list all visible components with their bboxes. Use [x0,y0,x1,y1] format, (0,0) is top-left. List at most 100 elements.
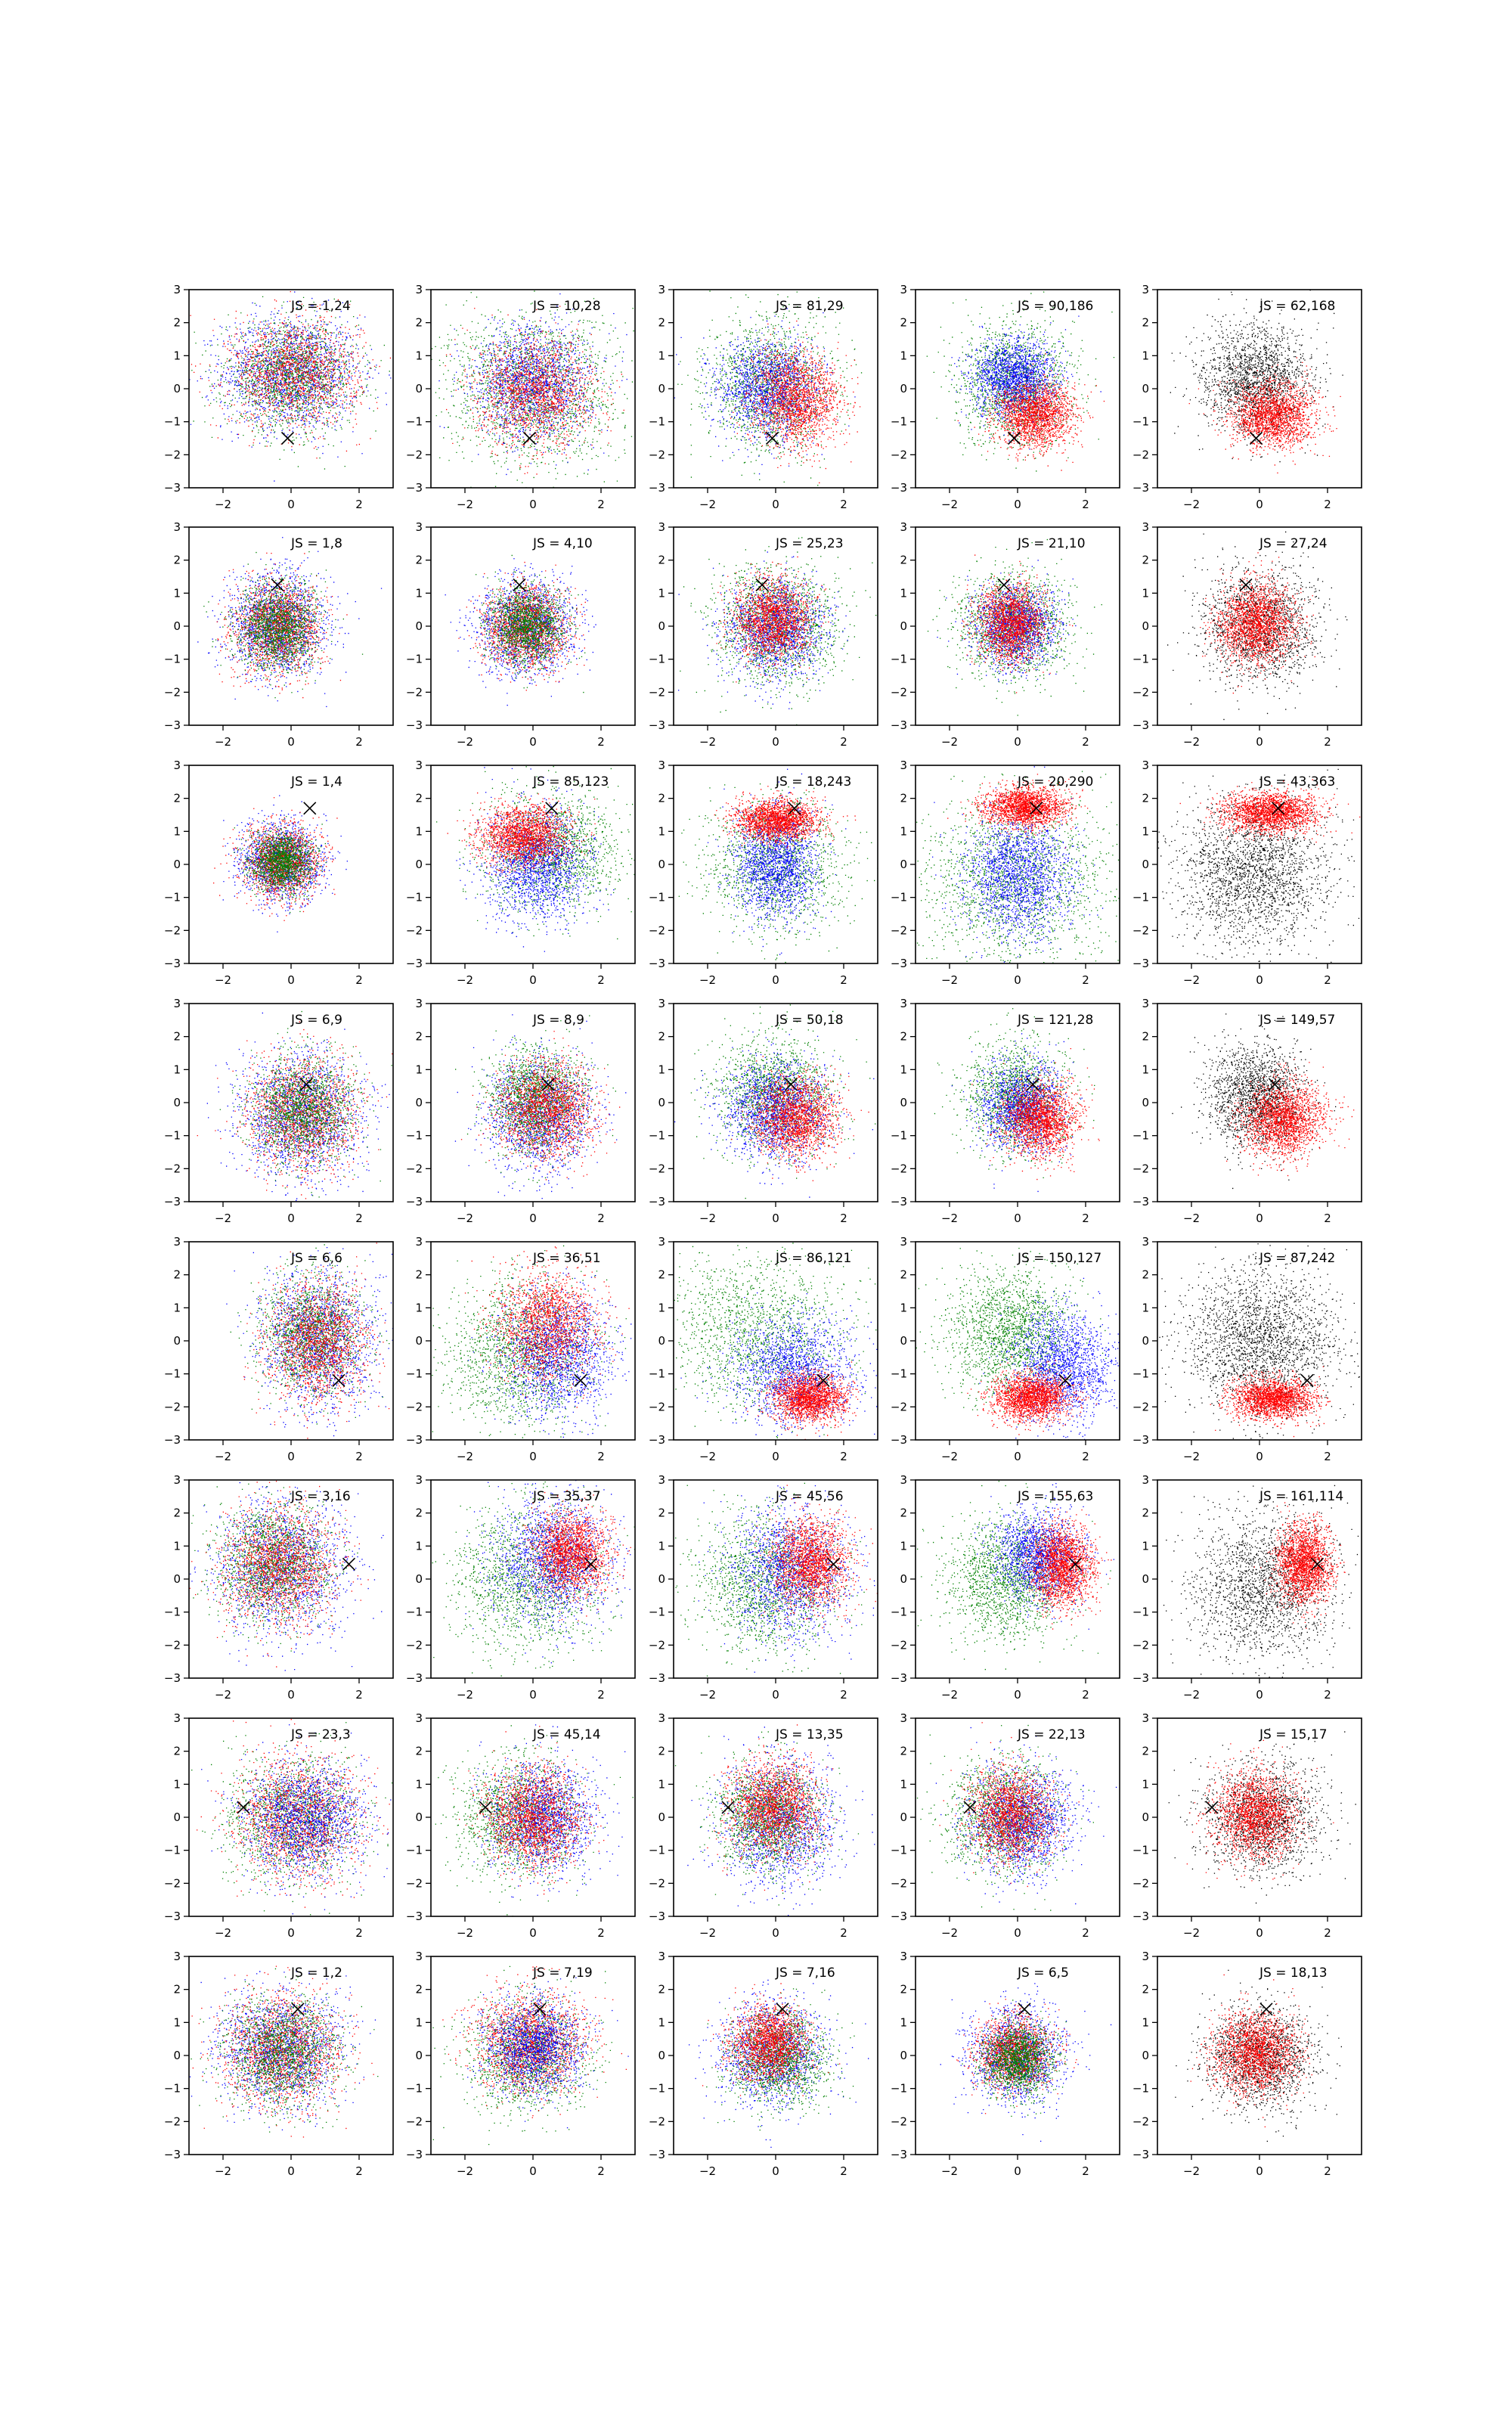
y-tick-label: 1 [415,1539,423,1553]
y-tick-label: 1 [415,1777,423,1791]
scatter-point [962,2000,1067,2117]
y-tick-label: −3 [649,718,665,732]
scatter-points [689,1979,869,2148]
scatter-point [677,290,863,486]
x-tick-label: 2 [355,1212,363,1225]
y-tick-label: −1 [164,2082,181,2096]
point-cloud-blue [979,1277,1120,1440]
y-tick-label: 0 [658,619,665,633]
y-tick-label: 1 [415,586,423,600]
x-tick-label: 0 [1256,735,1263,749]
point-cloud-red [191,1965,374,2138]
point-cloud-red [707,1724,842,1891]
y-tick-label: −3 [164,1671,181,1685]
x-tick-label: −2 [215,498,231,511]
y-tick-label: 0 [415,2049,423,2062]
y-tick-label: −2 [891,1400,907,1413]
axes-frame [188,526,394,726]
scatter-point [716,556,837,683]
x-marker [522,431,537,445]
scatter-points [674,1724,875,1916]
scatter-point [190,1481,384,1678]
js-label: JS = 85,123 [532,774,609,790]
scatter-point [678,776,878,963]
scatter-point [1253,1494,1346,1629]
panel-r4-c4: −2 0 2 −3 −2 −1 0 1 2 3 JS = 121,28 [891,997,1120,1225]
point-cloud-red [243,1243,390,1439]
panel-r4-c2: −2 0 2 −3 −2 −1 0 1 2 3 JS = 8,9 [406,997,636,1225]
x-tick-label: 0 [529,973,537,987]
scatter-points [213,795,348,932]
scatter-points [432,1965,629,2145]
y-tick-label: −2 [406,923,423,937]
y-tick-label: −1 [649,653,665,666]
axes-frame [430,1241,636,1441]
scatter-point [1157,768,1360,963]
y-tick-label: 0 [415,858,423,871]
y-tick-label: −1 [891,2082,907,2096]
y-tick-label: −2 [649,2114,665,2128]
x-tick-label: 2 [1324,1688,1331,1702]
x-tick-label: 0 [772,2164,779,2178]
x-tick-label: 0 [529,1450,537,1463]
y-tick-label: 0 [1142,1572,1149,1586]
y-tick-label: 0 [173,858,181,871]
axes-frame [1157,765,1362,964]
js-label: JS = 6,5 [1017,1965,1069,1981]
scatter-point [917,1481,1111,1671]
y-tick-label: 0 [173,382,181,396]
y-tick-label: −2 [164,1876,181,1890]
y-tick-label: 0 [173,1810,181,1824]
x-marker [584,1557,598,1571]
y-tick-label: −1 [649,1844,665,1857]
y-tick-label: 2 [1142,1268,1149,1282]
point-cloud-red [717,320,861,484]
x-tick-label: 0 [772,735,779,749]
y-tick-label: 3 [1142,759,1149,772]
js-label: JS = 7,19 [532,1965,593,1981]
scatter-point [1175,1969,1342,2142]
scatter-point [730,1056,869,1181]
panel-r6-c4: −2 0 2 −3 −2 −1 0 1 2 3 JS = 155,63 [891,1473,1120,1702]
y-tick-label: −3 [649,1195,665,1208]
y-tick-label: 3 [1142,1473,1149,1487]
y-tick-label: −3 [406,481,423,495]
y-tick-label: 1 [1142,349,1149,362]
x-tick-label: 0 [1014,973,1021,987]
panel-r3-c4: −2 0 2 −3 −2 −1 0 1 2 3 JS = 20,290 [891,759,1120,987]
js-label: JS = 36,51 [532,1251,601,1266]
x-tick-label: −2 [1183,973,1200,987]
scatter-points [1168,1728,1356,1904]
x-marker [721,1801,735,1814]
scatter-points [189,1481,384,1678]
point-cloud-red [197,1719,390,1908]
point-cloud-red [947,774,1089,849]
y-tick-label: −1 [1132,1367,1149,1381]
point-cloud-red [971,1048,1100,1181]
x-tick-label: −2 [215,1450,231,1463]
point-cloud-green [926,291,1115,472]
y-tick-label: 1 [658,349,665,362]
y-tick-label: 2 [173,792,181,805]
y-tick-label: 3 [1142,283,1149,296]
x-marker [1058,1373,1072,1387]
y-tick-label: 3 [900,759,907,772]
x-marker [826,1557,841,1571]
y-tick-label: 3 [173,1711,181,1725]
scatter-point [957,353,1105,471]
scatter-points [189,291,393,482]
x-tick-label: 0 [287,735,295,749]
scatter-point [191,1722,393,1916]
x-tick-label: 2 [1082,2164,1089,2178]
y-tick-label: −1 [164,653,181,666]
scatter-points [1175,1969,1342,2142]
x-tick-label: 2 [1324,1926,1331,1940]
point-cloud-blue [459,1977,629,2129]
scatter-points [432,1245,632,1440]
point-cloud-red [958,554,1074,693]
y-tick-label: −1 [164,1367,181,1381]
x-tick-label: −2 [215,735,231,749]
scatter-point [1179,779,1361,843]
scatter-points [678,768,878,963]
y-tick-label: 3 [173,759,181,772]
